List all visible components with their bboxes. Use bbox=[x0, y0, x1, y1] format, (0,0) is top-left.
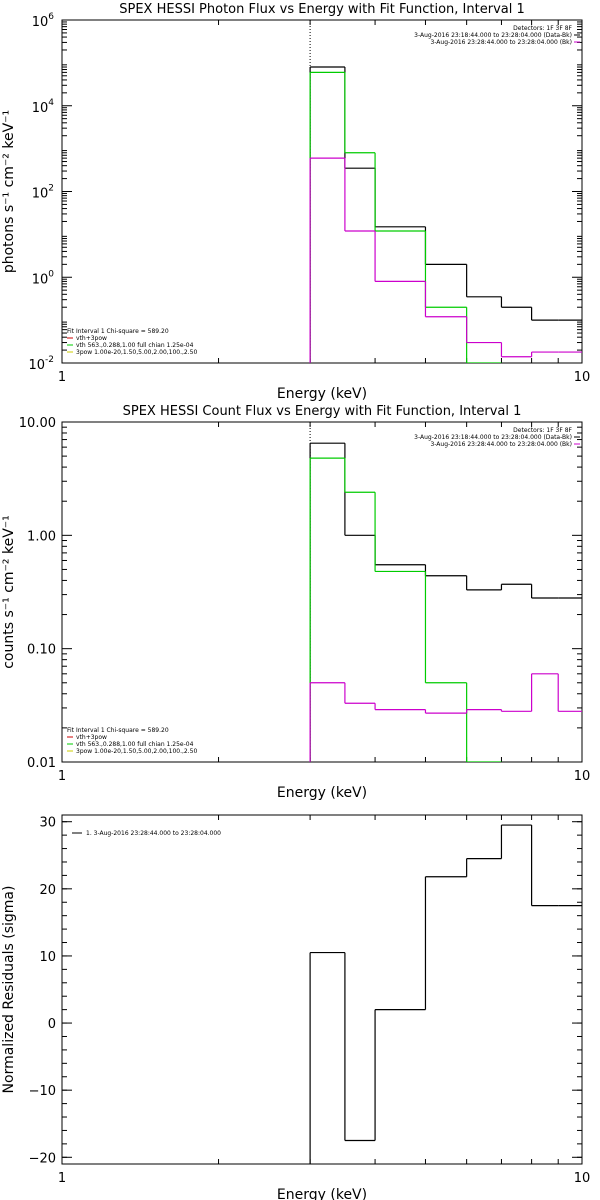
y-tick-label: 0 bbox=[48, 1017, 56, 1032]
y-tick-label: 100 bbox=[32, 269, 55, 287]
y-tick-label: 102 bbox=[32, 184, 54, 202]
fit-legend-entry: Fit Interval 1 Chi-square = 589.20 bbox=[67, 328, 169, 335]
y-tick-exponent: 4 bbox=[48, 98, 54, 108]
data-layer bbox=[309, 66, 582, 363]
y-tick-exponent: 0 bbox=[48, 269, 54, 279]
series-1 bbox=[309, 66, 582, 363]
series-2 bbox=[309, 457, 502, 762]
y-tick-base: 10 bbox=[32, 15, 49, 30]
panel-1: SPEX HESSI Photon Flux vs Energy with Fi… bbox=[1, 2, 590, 402]
plot-frame bbox=[61, 814, 583, 1165]
fit-legend-entry: 3pow 1.00e-20,1.50,5.00,2.00,100.,2.50 bbox=[76, 748, 197, 755]
series-3 bbox=[309, 673, 582, 762]
plot-frame bbox=[61, 19, 583, 364]
x-tick-label: 10 bbox=[574, 1171, 591, 1186]
y-axis-label: Normalized Residuals (sigma) bbox=[1, 886, 17, 1094]
x-tick-label: 10 bbox=[574, 370, 591, 385]
y-tick-label: 10 bbox=[39, 950, 56, 965]
legend-entry: Detectors: 1F 3F 8F bbox=[513, 25, 572, 32]
data-layer bbox=[309, 824, 582, 1164]
legend-entry: 3-Aug-2016 23:18:44.000 to 23:28:04.000 … bbox=[414, 32, 572, 39]
panel-3: 1 10 Energy (keV) −20 −10 0 10 20 30 Normalized R… bbox=[1, 814, 591, 1200]
panel-2: SPEX HESSI Count Flux vs Energy with Fit… bbox=[1, 404, 590, 801]
x-axis-label: Energy (keV) bbox=[277, 386, 367, 402]
y-tick-label: 10-2 bbox=[28, 355, 54, 373]
x-axis-label: Energy (keV) bbox=[277, 1187, 367, 1200]
series-3 bbox=[309, 157, 582, 363]
y-tick-base: 10 bbox=[32, 272, 49, 287]
y-tick-label: 106 bbox=[32, 12, 55, 30]
y-tick-label: 30 bbox=[39, 816, 56, 831]
fit-legend-entry: vth+3pow bbox=[76, 734, 107, 741]
fit-legend-entry: vth 563.,0.288,1.00 full chian 1.25e-04 bbox=[76, 342, 194, 349]
y-tick-label: −10 bbox=[29, 1084, 56, 1099]
y-tick-label: 20 bbox=[39, 883, 56, 898]
y-tick-label: 10.00 bbox=[19, 416, 56, 431]
fit-legend-entry: vth 563.,0.288,1.00 full chian 1.25e-04 bbox=[76, 741, 194, 748]
y-axis-label: photons s⁻¹ cm⁻² keV⁻¹ bbox=[1, 110, 17, 273]
legend-entry: 3-Aug-2016 23:18:44.000 to 23:28:04.000 … bbox=[414, 434, 572, 441]
y-tick-label: 0.01 bbox=[27, 756, 56, 771]
legend-entry: 3-Aug-2016 23:28:44.000 to 23:28:04.000 … bbox=[430, 441, 572, 448]
legend-entry: 3-Aug-2016 23:28:44.000 to 23:28:04.000 … bbox=[430, 39, 572, 46]
x-tick-label: 10 bbox=[574, 769, 591, 784]
data-layer bbox=[309, 442, 582, 762]
fit-legend-entry: vth+3pow bbox=[76, 335, 107, 342]
fit-legend-entry: Fit Interval 1 Chi-square = 589.20 bbox=[67, 727, 169, 734]
y-tick-exponent: -2 bbox=[45, 355, 54, 365]
plot-frame bbox=[61, 421, 583, 763]
fit-legend-entry: 3pow 1.00e-20,1.50,5.00,2.00,100.,2.50 bbox=[76, 349, 197, 356]
series-2 bbox=[309, 71, 502, 363]
x-tick-label: 1 bbox=[58, 769, 66, 784]
y-tick-label: 0.10 bbox=[27, 643, 56, 658]
y-tick-exponent: 6 bbox=[48, 12, 54, 22]
legend-entry: Detectors: 1F 3F 8F bbox=[513, 427, 572, 434]
chart-title: SPEX HESSI Count Flux vs Energy with Fit… bbox=[123, 404, 522, 419]
y-tick-exponent: 2 bbox=[48, 184, 54, 194]
y-tick-base: 10 bbox=[32, 187, 49, 202]
x-axis-label: Energy (keV) bbox=[277, 785, 367, 801]
y-tick-base: 10 bbox=[28, 358, 45, 373]
series-1 bbox=[309, 824, 582, 1164]
y-tick-label: 104 bbox=[32, 98, 55, 116]
y-tick-label: 1.00 bbox=[27, 529, 56, 544]
chart-title: SPEX HESSI Photon Flux vs Energy with Fi… bbox=[119, 2, 525, 17]
y-tick-label: −20 bbox=[29, 1151, 56, 1166]
series-1 bbox=[309, 442, 582, 762]
legend-entry: 1. 3-Aug-2016 23:28:44.000 to 23:28:04.0… bbox=[86, 830, 221, 837]
y-axis-label: counts s⁻¹ cm⁻² keV⁻¹ bbox=[1, 515, 17, 669]
x-tick-label: 1 bbox=[58, 1171, 66, 1186]
x-tick-label: 1 bbox=[58, 370, 66, 385]
y-tick-base: 10 bbox=[32, 101, 49, 116]
